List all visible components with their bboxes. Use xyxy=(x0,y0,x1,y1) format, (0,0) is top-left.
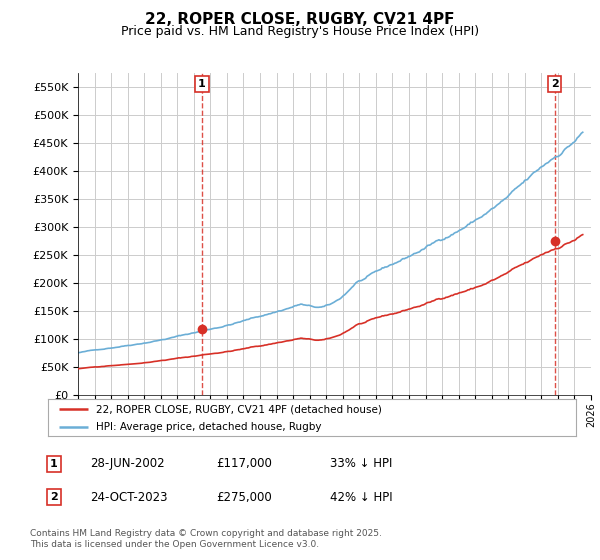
Line: 22, ROPER CLOSE, RUGBY, CV21 4PF (detached house): 22, ROPER CLOSE, RUGBY, CV21 4PF (detach… xyxy=(78,235,583,369)
HPI: Average price, detached house, Rugby: (2e+03, 8.81e+04): Average price, detached house, Rugby: (2… xyxy=(124,342,131,349)
Text: 1: 1 xyxy=(50,459,58,469)
Text: 2: 2 xyxy=(551,80,559,89)
HPI: Average price, detached house, Rugby: (2.01e+03, 1.89e+05): Average price, detached house, Rugby: (2… xyxy=(347,286,354,292)
22, ROPER CLOSE, RUGBY, CV21 4PF (detached house) xyxy=(160,357,167,363)
Text: Price paid vs. HM Land Registry's House Price Index (HPI): Price paid vs. HM Land Registry's House … xyxy=(121,25,479,38)
Text: 22, ROPER CLOSE, RUGBY, CV21 4PF: 22, ROPER CLOSE, RUGBY, CV21 4PF xyxy=(145,12,455,27)
Text: HPI: Average price, detached house, Rugby: HPI: Average price, detached house, Rugb… xyxy=(95,422,321,432)
Text: 22, ROPER CLOSE, RUGBY, CV21 4PF (detached house): 22, ROPER CLOSE, RUGBY, CV21 4PF (detach… xyxy=(95,404,382,414)
22, ROPER CLOSE, RUGBY, CV21 4PF (detached house) xyxy=(347,326,354,333)
Text: 24-OCT-2023: 24-OCT-2023 xyxy=(90,491,167,504)
HPI: Average price, detached house, Rugby: (2.03e+03, 4.69e+05): Average price, detached house, Rugby: (2… xyxy=(579,129,586,136)
Text: Contains HM Land Registry data © Crown copyright and database right 2025.
This d: Contains HM Land Registry data © Crown c… xyxy=(30,529,382,549)
22, ROPER CLOSE, RUGBY, CV21 4PF (detached house) xyxy=(74,366,82,372)
22, ROPER CLOSE, RUGBY, CV21 4PF (detached house) xyxy=(178,354,185,361)
22, ROPER CLOSE, RUGBY, CV21 4PF (detached house) xyxy=(448,292,455,299)
HPI: Average price, detached house, Rugby: (2e+03, 7.5e+04): Average price, detached house, Rugby: (2… xyxy=(74,349,82,356)
Text: £275,000: £275,000 xyxy=(216,491,272,504)
22, ROPER CLOSE, RUGBY, CV21 4PF (detached house) xyxy=(579,231,586,238)
Text: £117,000: £117,000 xyxy=(216,457,272,470)
HPI: Average price, detached house, Rugby: (2.02e+03, 2.6e+05): Average price, detached house, Rugby: (2… xyxy=(420,246,427,253)
Line: HPI: Average price, detached house, Rugby: HPI: Average price, detached house, Rugb… xyxy=(78,132,583,353)
22, ROPER CLOSE, RUGBY, CV21 4PF (detached house) xyxy=(420,301,427,308)
HPI: Average price, detached house, Rugby: (2.02e+03, 2.86e+05): Average price, detached house, Rugby: (2… xyxy=(448,231,455,238)
Text: 33% ↓ HPI: 33% ↓ HPI xyxy=(330,457,392,470)
22, ROPER CLOSE, RUGBY, CV21 4PF (detached house) xyxy=(124,361,131,367)
Text: 2: 2 xyxy=(50,492,58,502)
Text: 42% ↓ HPI: 42% ↓ HPI xyxy=(330,491,392,504)
Text: 1: 1 xyxy=(198,80,206,89)
Text: 28-JUN-2002: 28-JUN-2002 xyxy=(90,457,164,470)
HPI: Average price, detached house, Rugby: (2e+03, 9.87e+04): Average price, detached house, Rugby: (2… xyxy=(160,336,167,343)
HPI: Average price, detached house, Rugby: (2e+03, 1.06e+05): Average price, detached house, Rugby: (2… xyxy=(178,332,185,339)
